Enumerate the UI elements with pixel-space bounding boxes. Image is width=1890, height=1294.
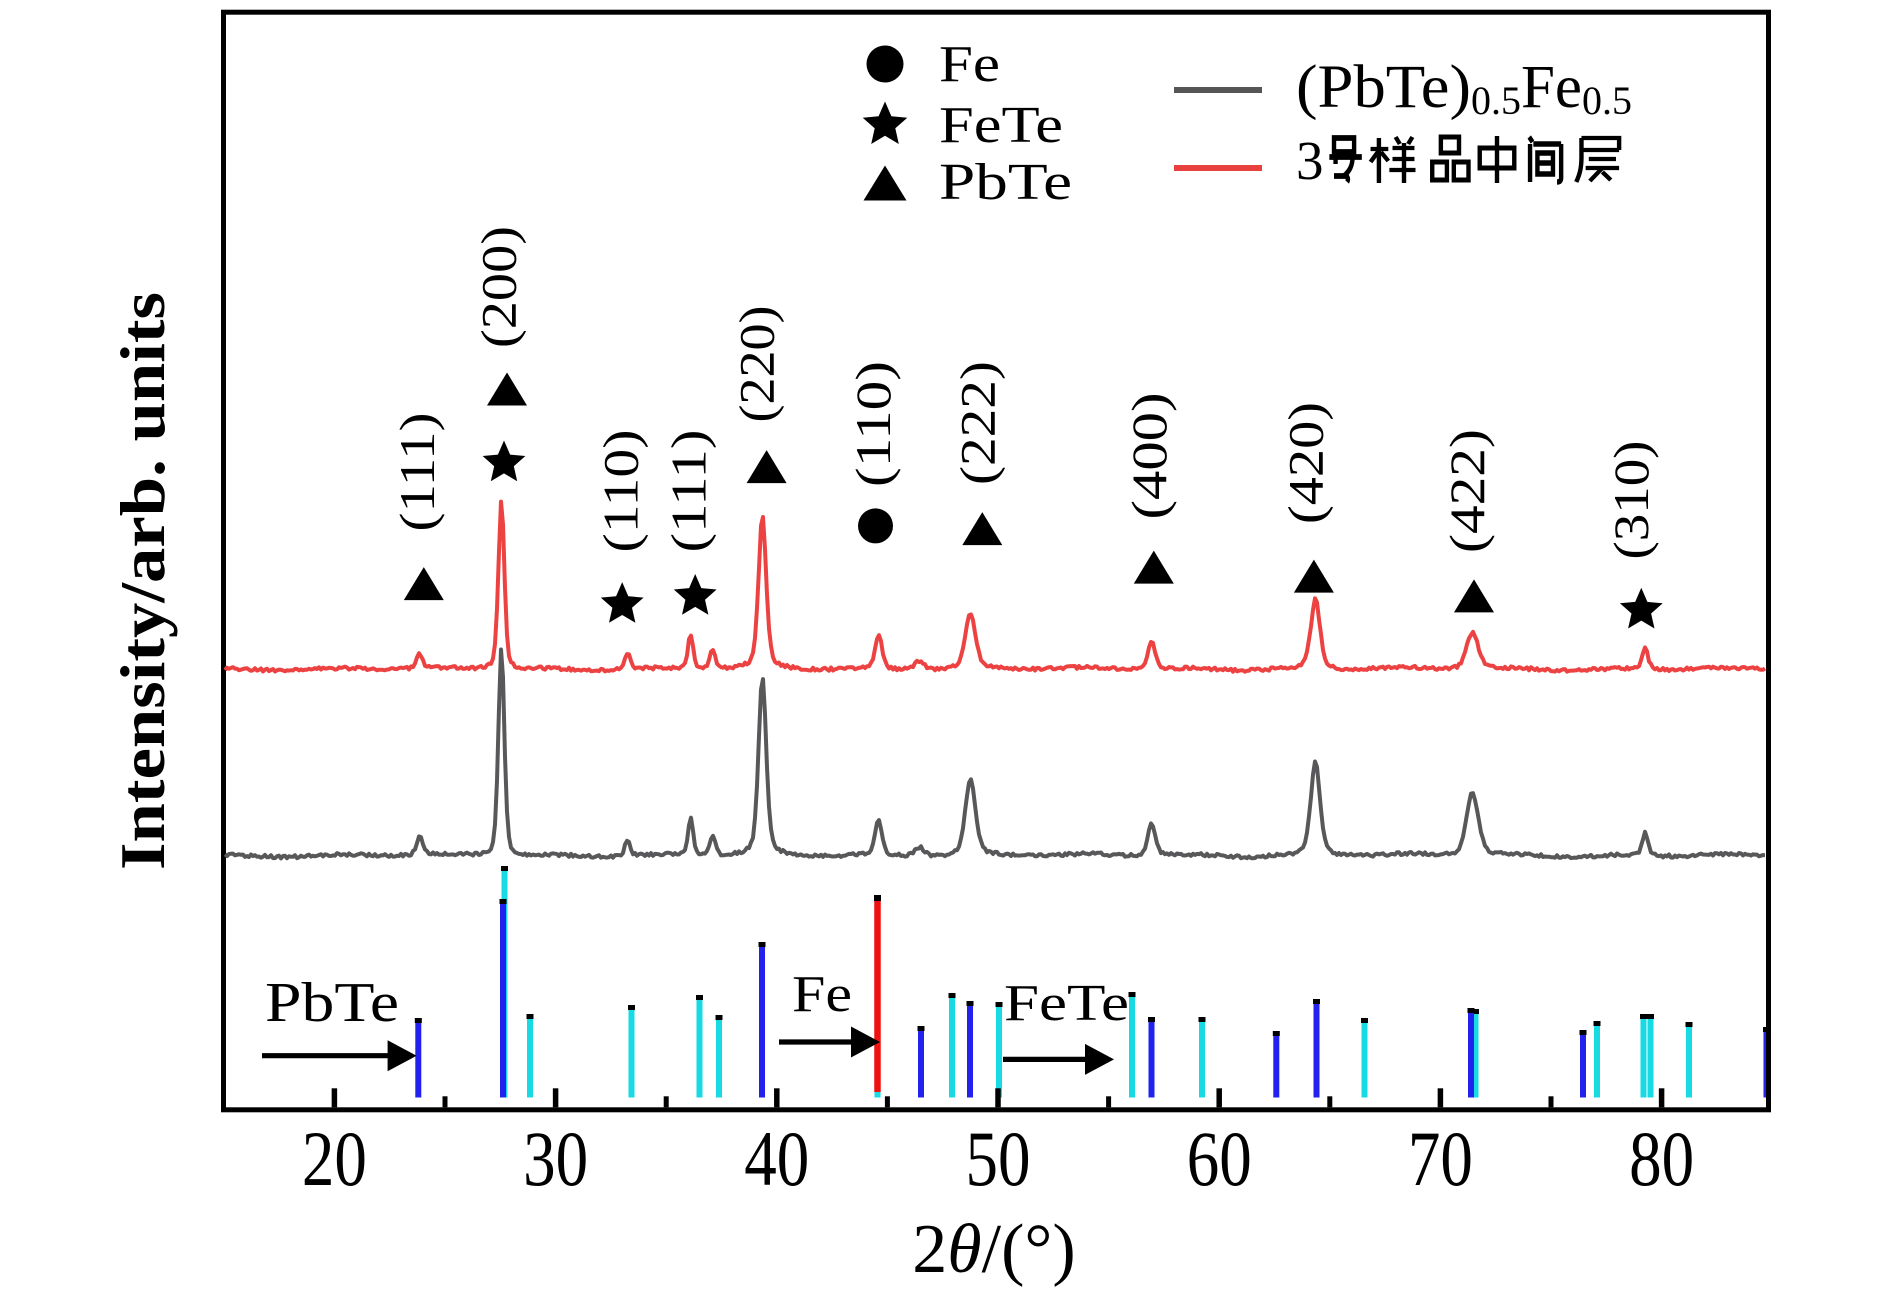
svg-text:50: 50 [966,1115,1031,1202]
svg-text:40: 40 [744,1115,809,1202]
svg-text:3: 3 [1296,130,1324,191]
svg-text:Intensity/arb. units: Intensity/arb. units [107,292,178,870]
svg-text:(310): (310) [1603,441,1659,560]
svg-text:70: 70 [1408,1115,1473,1202]
svg-text:(400): (400) [1121,393,1177,520]
svg-text:Fe: Fe [939,36,1000,93]
svg-text:(200): (200) [471,226,527,348]
svg-text:(110): (110) [845,361,901,487]
svg-text:(220): (220) [729,306,785,423]
svg-text:(422): (422) [1439,429,1495,553]
svg-text:(111): (111) [661,430,717,553]
svg-text:(PbTe)0.5Fe0.5: (PbTe)0.5Fe0.5 [1296,54,1632,123]
svg-text:(420): (420) [1277,402,1333,524]
svg-text:FeTe: FeTe [939,97,1063,154]
svg-text:30: 30 [523,1115,588,1202]
svg-text:(110): (110) [592,430,648,553]
svg-text:FeTe: FeTe [1004,975,1129,1032]
svg-text:PbTe: PbTe [939,154,1072,211]
svg-text:2θ/(°): 2θ/(°) [912,1211,1075,1288]
svg-text:PbTe: PbTe [265,972,399,1034]
svg-text:60: 60 [1187,1115,1252,1202]
svg-text:20: 20 [302,1115,367,1202]
svg-text:Fe: Fe [792,966,852,1023]
svg-text:80: 80 [1629,1115,1694,1202]
svg-text:(222): (222) [949,361,1005,485]
svg-text:(111): (111) [389,413,445,532]
